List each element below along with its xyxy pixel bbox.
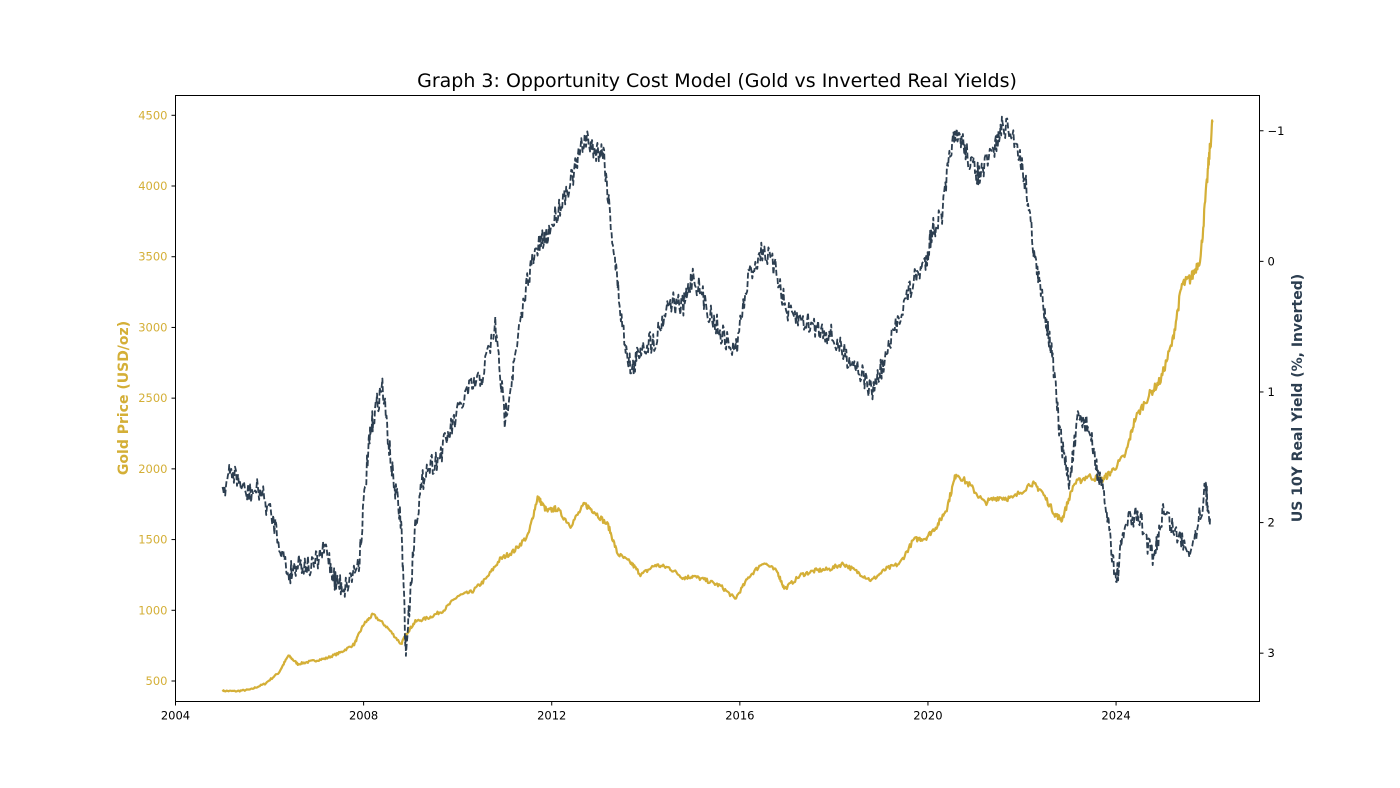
x-tick-label: 2004 <box>161 709 190 723</box>
y-right-tick-label: −1 <box>1268 124 1285 138</box>
y-right-tick-label: 0 <box>1268 254 1275 268</box>
y-left-tick-label: 4500 <box>138 108 167 122</box>
x-tick-label: 2024 <box>1101 709 1130 723</box>
y-left-tick-label: 1000 <box>138 603 167 617</box>
x-tick-label: 2012 <box>537 709 566 723</box>
y-left-tick-label: 3500 <box>138 250 167 264</box>
x-tick-label: 2008 <box>349 709 378 723</box>
y-left-tick-label: 3000 <box>138 320 167 334</box>
plot-frame <box>175 95 1260 702</box>
y-right-tick-label: 2 <box>1268 516 1275 530</box>
x-tick-label: 2016 <box>725 709 754 723</box>
x-tick-label: 2020 <box>913 709 942 723</box>
y-left-tick-label: 2000 <box>138 462 167 476</box>
gold-price-line <box>221 119 1214 693</box>
y-axis-left-label: Gold Price (USD/oz) <box>116 321 132 475</box>
y-right-tick-label: 3 <box>1268 646 1275 660</box>
real-yield-line <box>221 115 1211 657</box>
y-left-tick-label: 2500 <box>138 391 167 405</box>
y-axis-right-label: US 10Y Real Yield (%, Inverted) <box>1290 274 1306 522</box>
y-left-tick-label: 1500 <box>138 533 167 547</box>
y-left-tick-label: 4000 <box>138 179 167 193</box>
y-right-tick-label: 1 <box>1268 385 1275 399</box>
y-left-tick-label: 500 <box>146 674 168 688</box>
chart-title: Graph 3: Opportunity Cost Model (Gold vs… <box>417 70 1017 92</box>
